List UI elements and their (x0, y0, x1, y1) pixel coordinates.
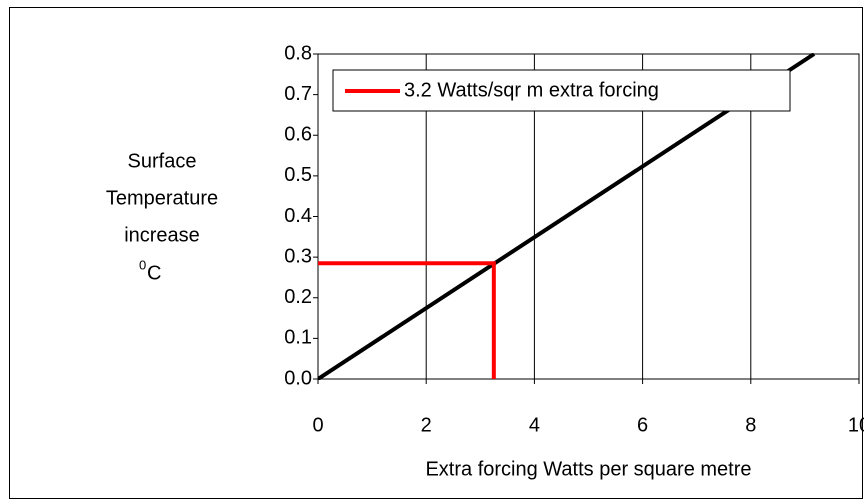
x-tick-label: 4 (529, 414, 540, 436)
legend-label: 3.2 Watts/sqr m extra forcing (404, 79, 659, 101)
y-tick-label: 0.0 (284, 367, 312, 389)
y-tick-label: 0.1 (284, 327, 312, 349)
x-tick-label: 8 (745, 414, 756, 436)
y-tick-label: 0.5 (284, 164, 312, 186)
y-tick-label: 0.2 (284, 286, 312, 308)
y-tick-label: 0.4 (284, 205, 312, 227)
x-axis-label: Extra forcing Watts per square metre (425, 458, 751, 480)
y-axis-label: increase (124, 224, 200, 246)
x-tick-label: 2 (421, 414, 432, 436)
y-tick-label: 0.8 (284, 42, 312, 64)
x-tick-label: 10 (848, 414, 864, 436)
y-tick-label: 0.7 (284, 83, 312, 105)
x-tick-label: 6 (637, 414, 648, 436)
y-axis-unit-sup: 0 (139, 257, 146, 272)
y-tick-label: 0.6 (284, 124, 312, 146)
x-tick-label: 0 (312, 414, 323, 436)
line-series (318, 261, 496, 379)
y-axis-label: Surface (128, 150, 197, 172)
legend-box (332, 69, 791, 112)
y-tick-label: 0.3 (284, 245, 312, 267)
y-axis-unit: C (147, 262, 161, 284)
y-axis-label: Temperature (106, 187, 218, 209)
